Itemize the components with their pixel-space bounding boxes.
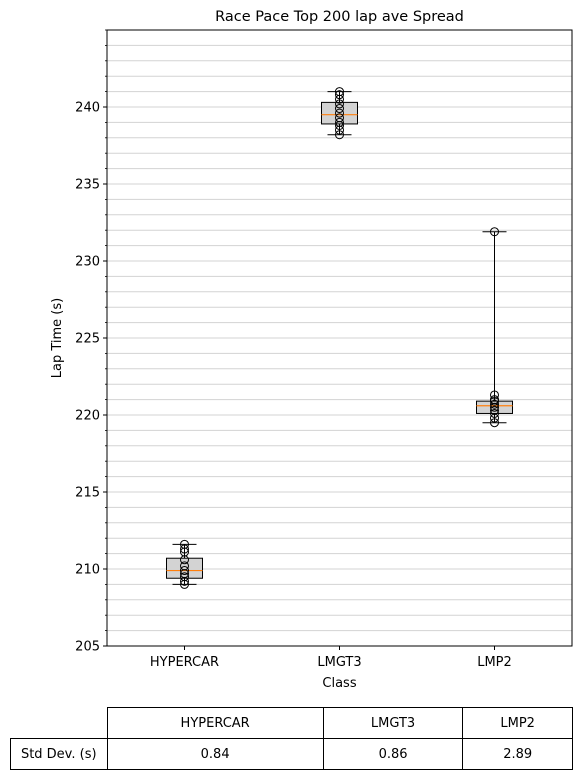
table-cell-lmp2: 2.89 [462,738,573,770]
data-point [180,539,189,549]
box-hypercar [166,539,203,589]
box-lmgt3 [321,87,358,140]
data-point [490,405,499,415]
box-plot-chart: Race Pace Top 200 lap ave Spread 2052102… [50,9,573,691]
data-point [490,418,499,428]
data-point [180,544,189,554]
box-lmp2 [476,227,513,428]
box-body [321,101,358,125]
y-tick-label: 215 [75,486,100,501]
x-axis-label: Class [322,676,356,691]
table-row-label: Std Dev. (s) [10,738,108,770]
y-axis: 205 210 215 220 225 230 235 240 [75,29,107,655]
data-point [335,99,344,109]
data-point [490,390,499,400]
data-point [490,227,499,237]
data-point [490,395,499,405]
data-point [490,408,499,418]
data-point [335,90,344,100]
std-dev-table: HYPERCAR LMGT3 LMP2 Std Dev. (s) 0.84 0.… [10,707,573,770]
data-point [335,117,344,127]
boxes [166,87,513,589]
box-body [166,557,203,579]
y-axis-label: Lap Time (s) [50,298,65,378]
table-cell-hypercar: 0.84 [106,738,324,770]
y-tick-label: 230 [75,255,100,270]
data-point [490,399,499,409]
x-axis: HYPERCAR LMGT3 LMP2 [150,646,512,670]
table-header-row: HYPERCAR LMGT3 LMP2 [11,707,573,739]
table-header-lmp2: LMP2 [462,707,573,739]
y-tick-label: 210 [75,563,100,578]
x-tick-label: HYPERCAR [150,655,219,670]
x-tick-label: LMGT3 [317,655,361,670]
y-tick-label: 205 [75,640,100,655]
y-tick-label: 220 [75,409,100,424]
data-point [180,572,189,582]
data-point [180,566,189,576]
data-point [335,130,344,140]
x-tick-label: LMP2 [477,655,512,670]
chart-title: Race Pace Top 200 lap ave Spread [215,9,464,25]
y-tick-label: 240 [75,101,100,116]
data-point [335,108,344,118]
table-corner [11,708,108,739]
table-header-hypercar: HYPERCAR [106,707,324,739]
y-tick-label: 225 [75,332,100,347]
data-point [335,87,344,97]
data-point [335,113,344,123]
data-point [335,104,344,114]
table-cell-lmgt3: 0.86 [322,738,464,770]
box-body [476,400,513,414]
table-row: Std Dev. (s) 0.84 0.86 2.89 [10,738,573,770]
data-point [180,561,189,571]
table-header-lmgt3: LMGT3 [322,707,464,739]
y-tick-label: 235 [75,178,100,193]
